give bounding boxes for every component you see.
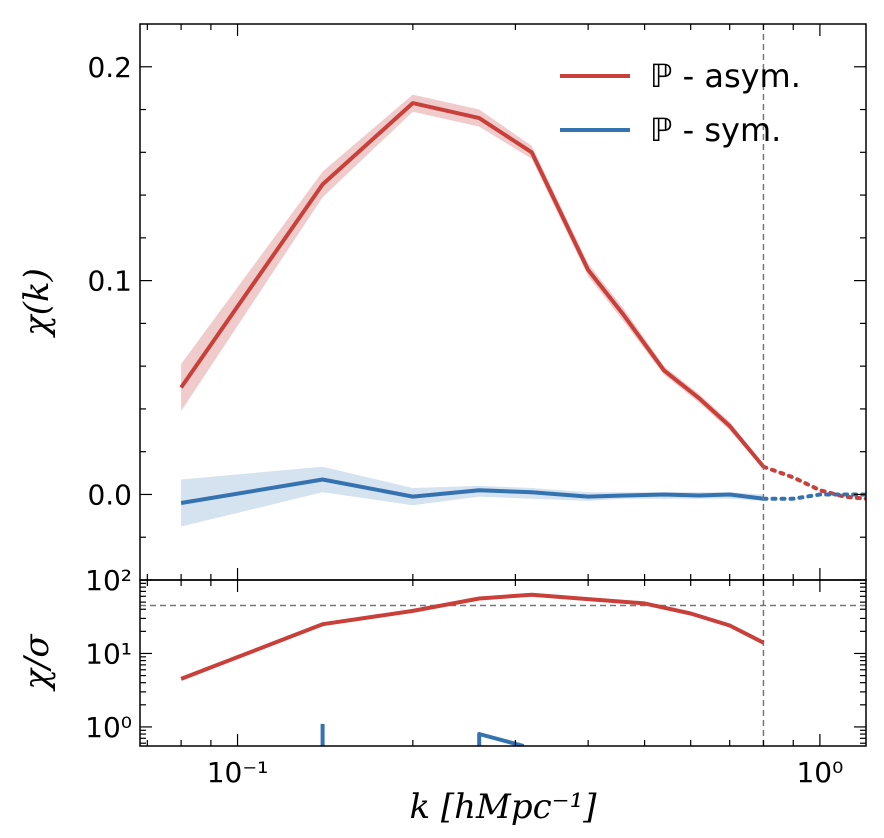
top-panel-plot-area <box>179 24 866 580</box>
series-line-sym <box>180 477 764 505</box>
series-extension-asym <box>761 464 866 501</box>
ratio-line-sym-2 <box>477 732 525 746</box>
bottom-panel-plot-area <box>140 580 866 746</box>
bottom-y-tick-label: 10⁰ <box>85 711 132 744</box>
series-line-asym <box>179 101 766 468</box>
top-y-tick-label: 0.0 <box>87 478 132 511</box>
bottom-y-tick-label: 10¹ <box>85 637 132 670</box>
bottom-panel-frame <box>139 579 867 747</box>
axis-ticks <box>140 24 866 746</box>
tick-labels: 0.0 0.1 0.2 10⁰ 10¹ 10² 10⁻¹ 10⁰ <box>85 51 843 789</box>
x-axis-title: k [hMpc⁻¹] <box>409 787 597 827</box>
series-extension-sym <box>761 492 866 501</box>
bottom-y-axis-title: χ/σ <box>17 634 57 692</box>
error-band-asym <box>181 94 764 469</box>
top-y-tick-label: 0.1 <box>87 265 132 298</box>
legend-label-sym: ℙ - sym. <box>650 111 781 149</box>
bottom-y-tick-label: 10² <box>85 564 132 597</box>
legend-label-asym: ℙ - asym. <box>650 57 801 95</box>
top-y-tick-label: 0.2 <box>87 51 132 84</box>
x-tick-label: 10⁰ <box>796 756 843 789</box>
x-tick-label: 10⁻¹ <box>207 756 269 789</box>
legend: ℙ - asym. ℙ - sym. <box>560 57 801 149</box>
ratio-line-asym <box>180 592 765 681</box>
top-y-axis-title: χ(k) <box>17 268 57 338</box>
